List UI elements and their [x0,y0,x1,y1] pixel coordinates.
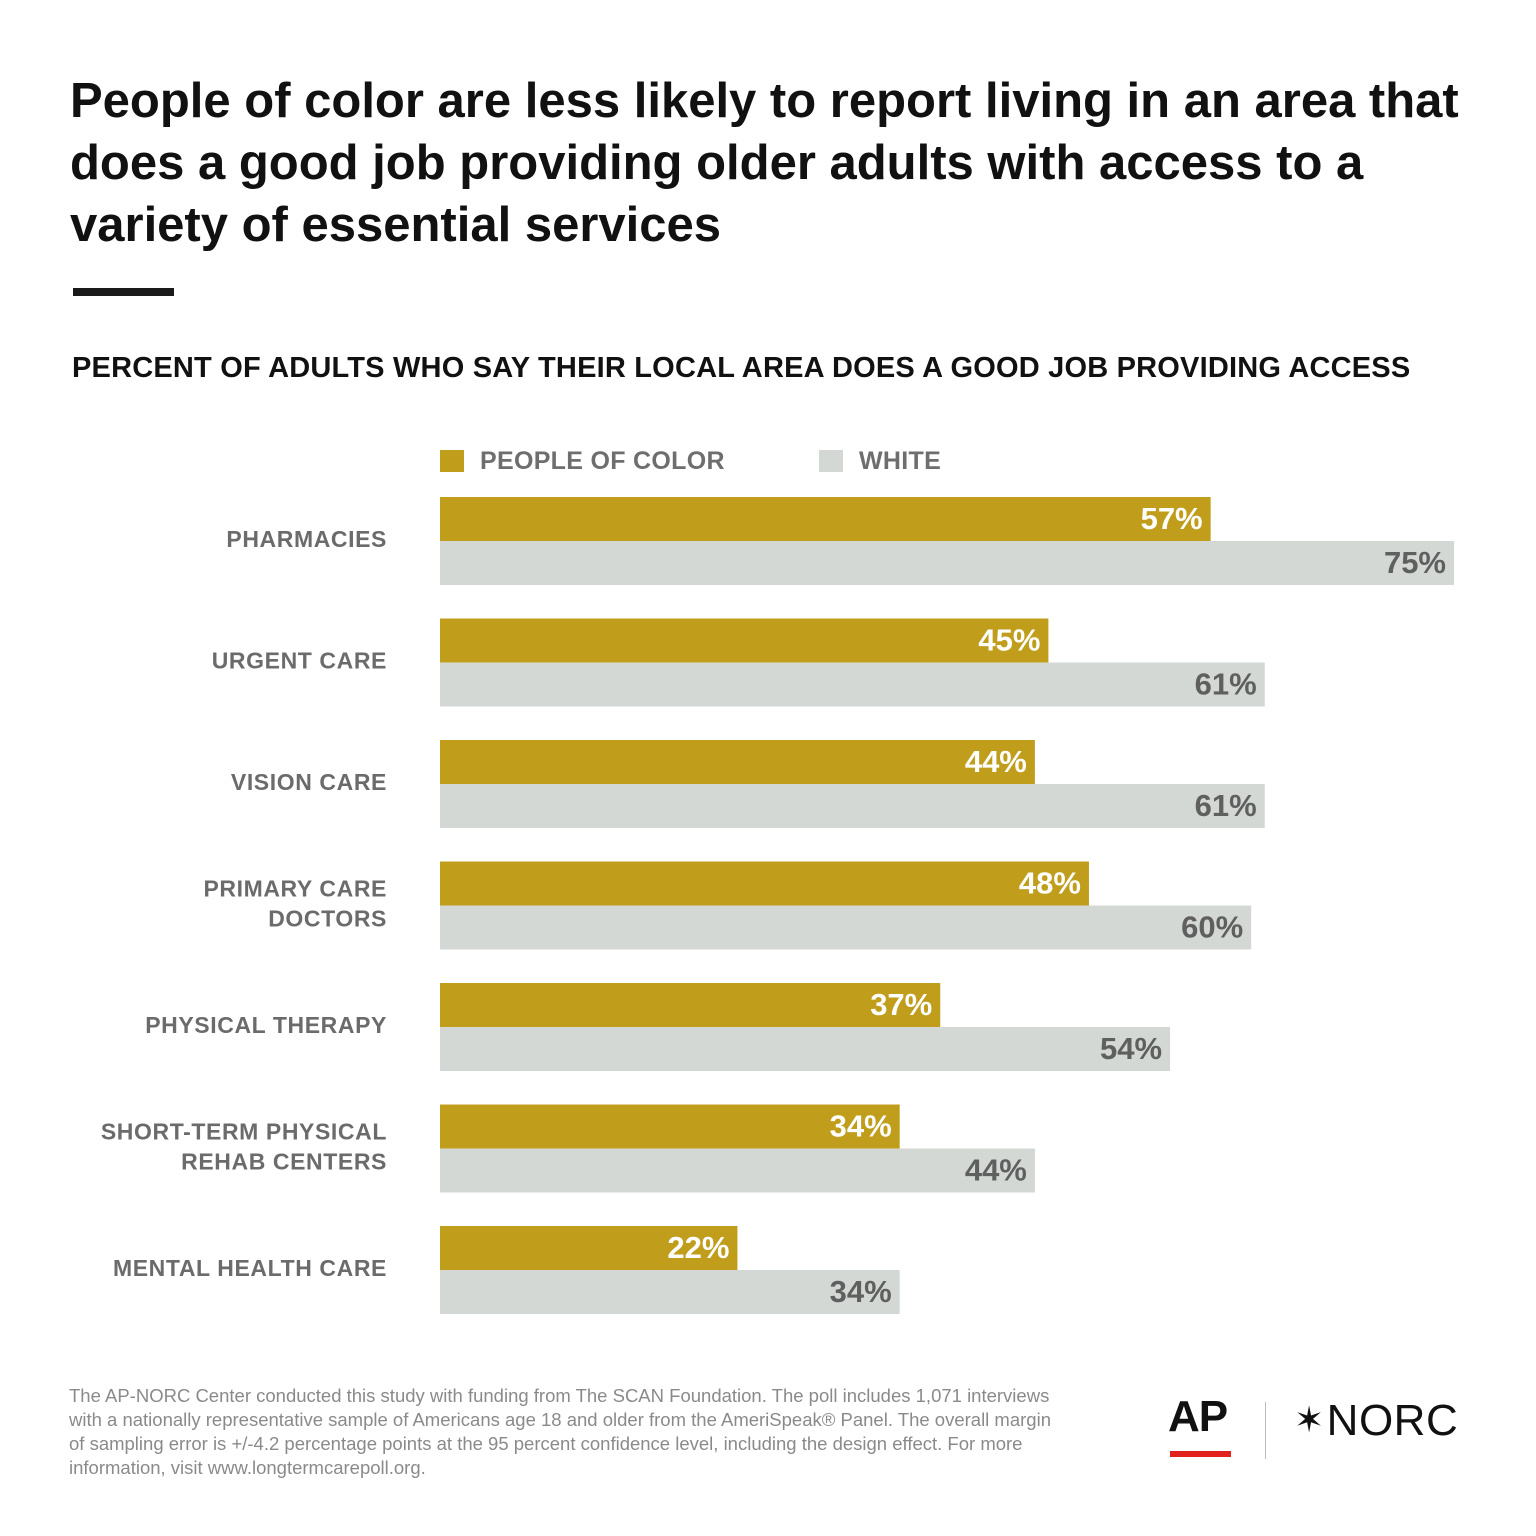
value-label-white-pharmacies: 75% [1384,545,1446,580]
category-label-primary-care-doctors: PRIMARY CARE [203,876,387,902]
category-label-mental-health-care: MENTAL HEALTH CARE [113,1255,387,1281]
value-label-people-of-color-mental-health-care: 22% [667,1230,729,1265]
bar-white-pharmacies [440,541,1454,585]
legend-swatch-people-of-color [440,450,464,472]
category-label-primary-care-doctors: DOCTORS [268,906,387,932]
value-label-people-of-color-urgent-care: 45% [978,623,1040,658]
value-label-people-of-color-vision-care: 44% [965,744,1027,779]
value-label-people-of-color-physical-therapy: 37% [870,987,932,1022]
value-label-white-physical-therapy: 54% [1100,1031,1162,1066]
bar-white-urgent-care [440,662,1265,707]
value-label-people-of-color-pharmacies: 57% [1141,501,1203,536]
norc-logo-text: NORC [1326,1396,1459,1445]
category-label-pharmacies: PHARMACIES [226,526,387,552]
category-label-short-term-physical-rehab-centers: SHORT-TERM PHYSICAL [101,1119,387,1145]
norc-logo: ✶NORC [1294,1395,1458,1446]
ap-logo: AP [1168,1392,1228,1441]
norc-star-icon: ✶ [1294,1399,1325,1440]
value-label-people-of-color-short-term-physical-rehab-centers: 34% [830,1109,892,1144]
value-label-white-primary-care-doctors: 60% [1181,910,1243,945]
value-label-white-short-term-physical-rehab-centers: 44% [965,1153,1027,1188]
category-label-urgent-care: URGENT CARE [212,648,387,674]
bar-people-of-color-short-term-physical-rehab-centers [440,1104,900,1149]
category-label-vision-care: VISION CARE [231,769,387,795]
bar-people-of-color-physical-therapy [440,983,941,1027]
chart-title: People of color are less likely to repor… [70,74,1459,252]
bar-white-physical-therapy [440,1027,1171,1071]
value-label-white-urgent-care: 61% [1195,667,1257,702]
bar-white-primary-care-doctors [440,905,1252,950]
legend-label-white: WHITE [859,447,942,475]
value-label-people-of-color-primary-care-doctors: 48% [1019,866,1081,901]
category-label-short-term-physical-rehab-centers: REHAB CENTERS [181,1149,387,1175]
legend-label-people-of-color: PEOPLE OF COLOR [480,447,725,475]
category-label-physical-therapy: PHYSICAL THERAPY [145,1012,387,1038]
bar-people-of-color-mental-health-care [440,1226,738,1270]
bar-people-of-color-urgent-care [440,618,1049,663]
bar-people-of-color-primary-care-doctors [440,861,1089,906]
footnote: The AP-NORC Center conducted this study … [69,1385,1051,1478]
logo-divider [1265,1402,1266,1459]
bar-people-of-color-pharmacies [440,497,1211,541]
title-underline [73,288,174,296]
bar-people-of-color-vision-care [440,740,1035,784]
value-label-white-vision-care: 61% [1195,788,1257,823]
ap-logo-underline [1170,1451,1231,1457]
bar-white-short-term-physical-rehab-centers [440,1148,1035,1193]
value-label-white-mental-health-care: 34% [830,1274,892,1309]
legend-swatch-white [819,450,843,472]
bar-white-vision-care [440,784,1265,828]
chart-subtitle: PERCENT OF ADULTS WHO SAY THEIR LOCAL AR… [72,352,1411,384]
bar-white-mental-health-care [440,1270,900,1314]
